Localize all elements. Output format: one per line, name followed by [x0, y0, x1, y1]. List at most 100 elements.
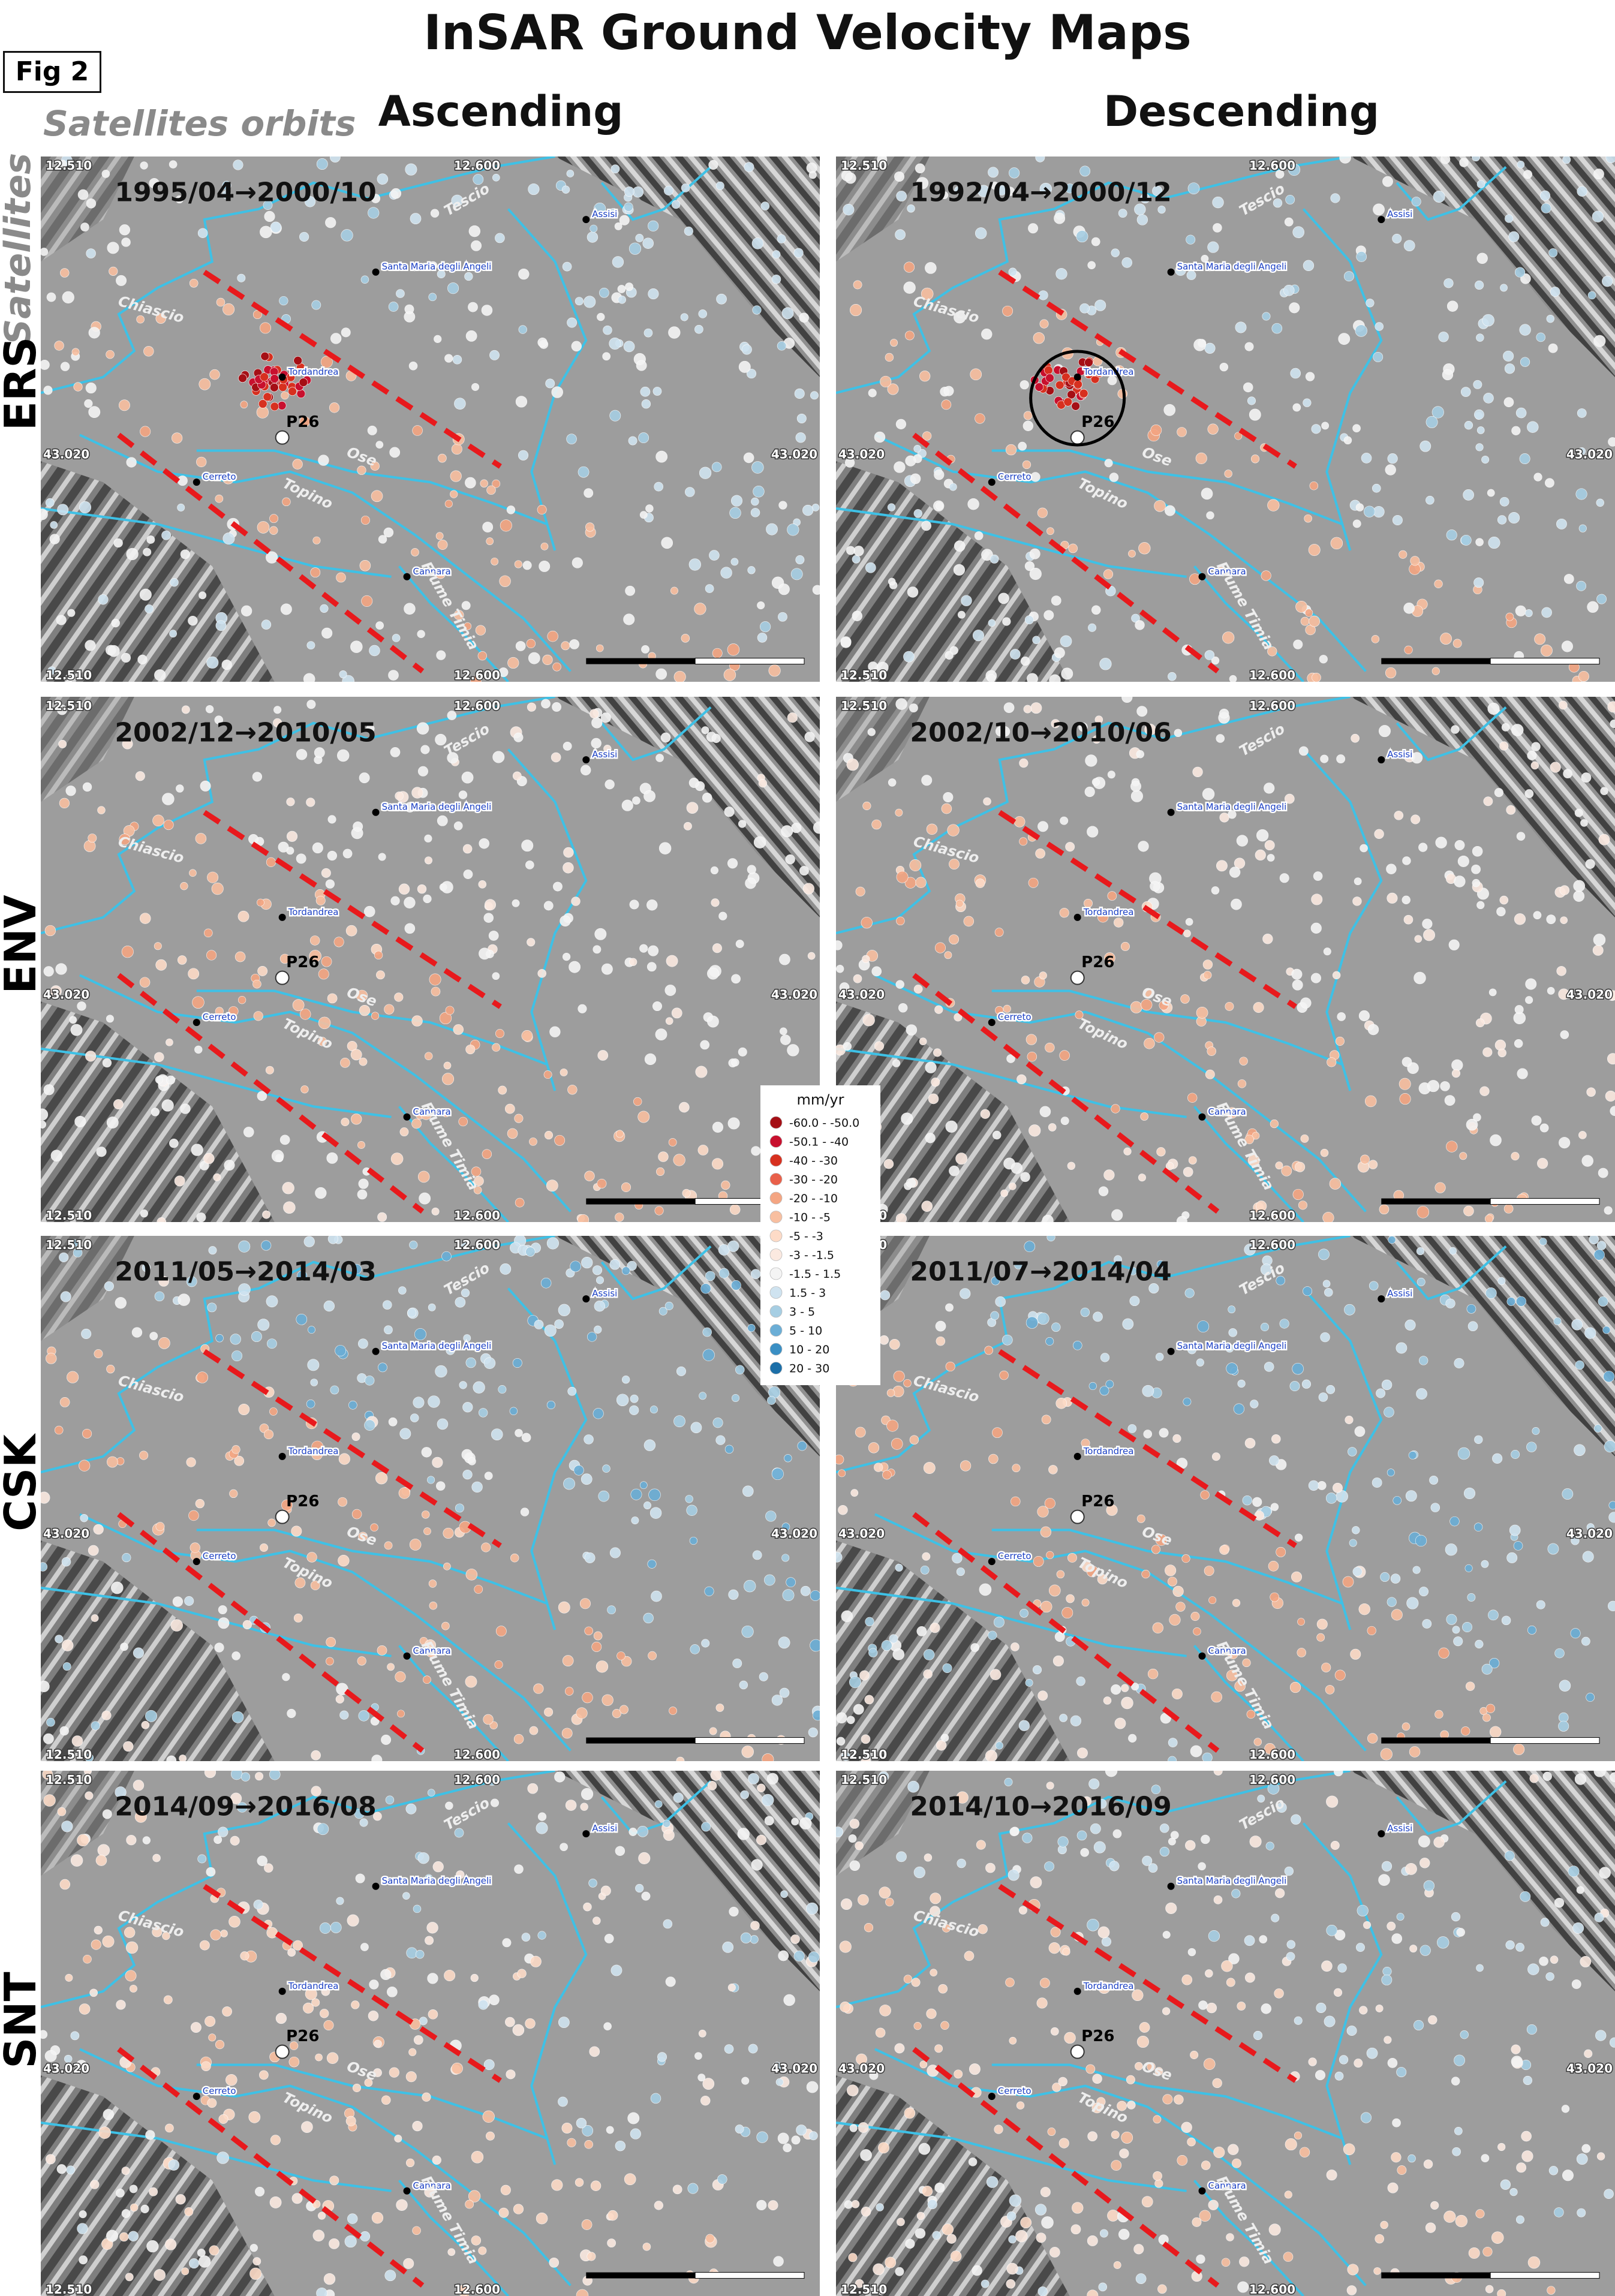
- ps-point: [240, 1952, 249, 1960]
- ps-point: [1285, 218, 1293, 226]
- ps-point: [1407, 1597, 1419, 1609]
- ps-point: [491, 1429, 503, 1440]
- ps-point: [628, 437, 637, 445]
- ps-point: [489, 931, 498, 940]
- ps-point: [1268, 499, 1280, 511]
- ps-point: [1602, 276, 1613, 287]
- ps-point: [1010, 1497, 1020, 1506]
- map-panel: AssisiSanta Maria degli AngeliTordandrea…: [41, 157, 820, 682]
- ps-point: [425, 1052, 432, 1060]
- p26-label: P26: [286, 2027, 319, 2045]
- ps-point: [545, 1131, 553, 1139]
- ps-point: [1546, 1972, 1554, 1981]
- ps-point: [1207, 1047, 1216, 1056]
- ps-point: [91, 1614, 98, 1621]
- ps-point: [643, 2243, 651, 2250]
- ps-point: [230, 1836, 239, 1845]
- place-label: Cerreto: [203, 2086, 236, 2096]
- ps-point: [1526, 979, 1536, 989]
- ps-point: [643, 790, 655, 802]
- ps-point: [1523, 2076, 1532, 2085]
- ps-point: [1547, 987, 1554, 994]
- scale-bar: [1381, 1738, 1490, 1744]
- ps-point: [376, 622, 384, 630]
- p26-label: P26: [286, 1492, 319, 1510]
- ps-point: [1525, 996, 1532, 1003]
- ps-point: [1208, 1930, 1220, 1942]
- ps-point: [114, 538, 123, 547]
- place-label: Tordandrea: [1083, 1981, 1134, 1991]
- ps-point: [1066, 1594, 1075, 1603]
- ps-point: [432, 1457, 443, 1468]
- ps-point: [1575, 1361, 1584, 1370]
- ps-point: [1040, 1106, 1051, 1117]
- ps-point: [1283, 2252, 1293, 2262]
- ps-point: [145, 1710, 157, 1722]
- ps-point: [550, 1027, 561, 1037]
- ps-point: [928, 1094, 939, 1104]
- ps-point: [611, 165, 619, 173]
- ps-point: [518, 450, 528, 461]
- ps-point: [837, 1737, 845, 1746]
- ps-point: [1196, 453, 1207, 464]
- ps-point: [942, 400, 951, 410]
- ps-point: [121, 653, 130, 662]
- ps-point: [1413, 1566, 1421, 1574]
- ps-point: [739, 361, 750, 372]
- ps-point: [79, 501, 91, 513]
- ps-point: [154, 670, 166, 681]
- ps-point: [1434, 1837, 1445, 1847]
- ps-point: [906, 1178, 916, 1188]
- ps-point: [1367, 1734, 1378, 1744]
- ps-point: [1182, 1975, 1192, 1985]
- legend-swatch: [770, 1268, 782, 1280]
- ps-point: [570, 1261, 581, 1272]
- ps-point: [712, 1122, 723, 1133]
- ps-point: [992, 1428, 1002, 1438]
- ps-point: [429, 293, 437, 301]
- ps-point: [787, 1045, 799, 1057]
- ps-point: [596, 645, 603, 652]
- ps-point: [1256, 829, 1268, 841]
- ps-point: [1455, 840, 1464, 850]
- ps-point: [276, 2013, 287, 2024]
- coordinate-label: 43.020: [771, 447, 817, 462]
- ps-point: [945, 952, 952, 959]
- ps-point: [348, 1401, 357, 1409]
- ps-point: [1108, 376, 1117, 385]
- ps-point: [515, 1865, 524, 1874]
- ps-point: [1419, 1858, 1430, 1868]
- ps-point: [182, 706, 190, 714]
- ps-point: [895, 809, 903, 816]
- ps-point: [783, 2144, 792, 2152]
- ps-point: [90, 1989, 98, 1997]
- ps-point: [1348, 1448, 1357, 1457]
- ps-point: [299, 232, 309, 242]
- ps-point: [803, 883, 814, 895]
- ps-point: [311, 1750, 321, 1760]
- ps-point: [1051, 1323, 1060, 1332]
- ps-point: [630, 2129, 641, 2139]
- ps-point: [352, 1433, 360, 1440]
- ps-point: [851, 1489, 858, 1497]
- ps-point: [455, 1504, 464, 1512]
- ps-point: [229, 1916, 240, 1927]
- ps-point: [699, 467, 711, 479]
- ps-point: [1238, 1380, 1246, 1388]
- ps-point: [558, 2097, 567, 2107]
- ps-point: [797, 414, 806, 423]
- ps-point: [1423, 929, 1434, 941]
- ps-point: [712, 943, 721, 952]
- ps-point: [162, 793, 174, 805]
- ps-point: [126, 1942, 138, 1954]
- ps-point: [995, 928, 1003, 937]
- ps-point: [799, 313, 809, 323]
- ps-point: [252, 772, 262, 782]
- ps-point: [1085, 787, 1095, 797]
- ps-point: [1581, 773, 1591, 783]
- ps-point: [1293, 1189, 1304, 1200]
- ps-point: [904, 262, 914, 272]
- ps-point: [261, 352, 269, 360]
- ps-point: [207, 1303, 216, 1312]
- ps-point: [1057, 1570, 1064, 1578]
